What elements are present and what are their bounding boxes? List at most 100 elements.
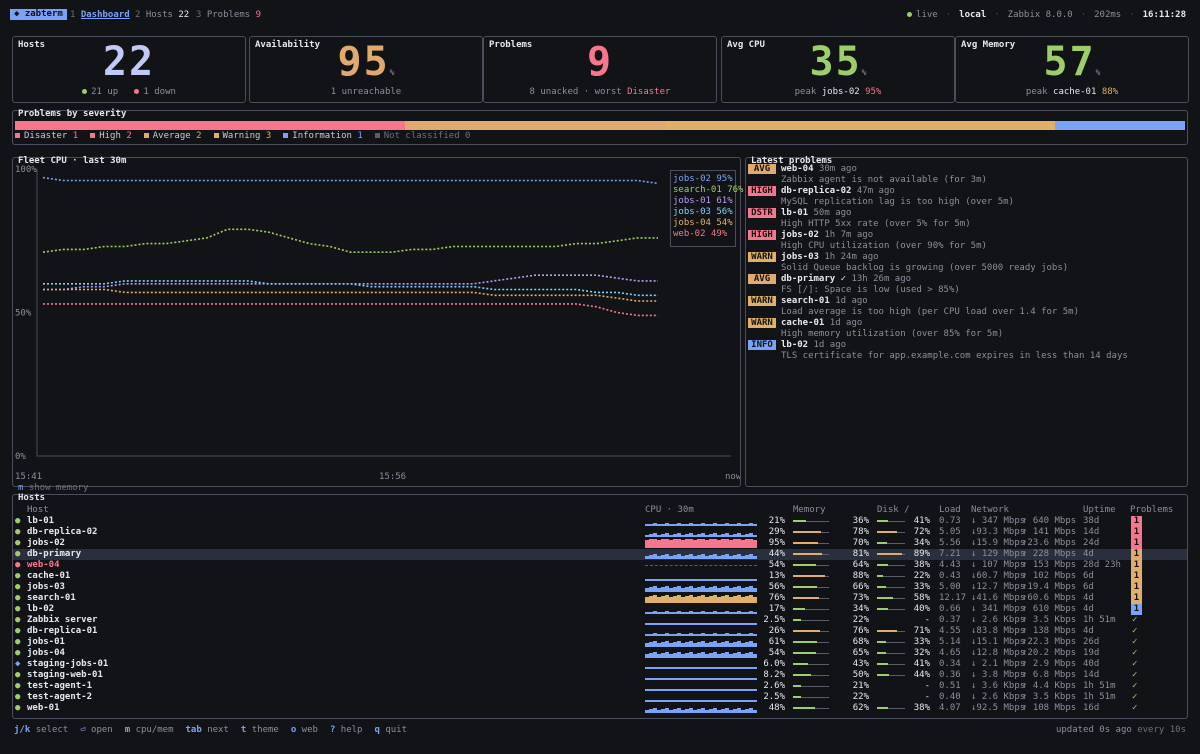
cpu-sparkline	[645, 627, 757, 636]
col-memory[interactable]: Memory	[793, 505, 826, 515]
memory-bar-fill	[793, 586, 817, 588]
host-row[interactable]: ● db-replica-02 29% 78% 72% 5.05 ↓93.3 Mbps ↑ 1…	[13, 527, 1187, 538]
status-dot-icon: ●	[15, 703, 21, 713]
show-memory-toggle[interactable]: m show memory	[18, 483, 89, 493]
cpu-spark-bar	[725, 689, 729, 691]
col-disk[interactable]: Disk /	[877, 505, 910, 515]
cpu-spark-bar	[693, 710, 697, 713]
memory-value: 34%	[852, 604, 869, 614]
cpu-spark-bar	[645, 623, 649, 625]
cpu-spark-bar	[701, 611, 705, 614]
tab-label: Problems	[206, 10, 251, 20]
cpu-spark-bar	[681, 556, 685, 559]
status-dot-icon: ●	[15, 560, 21, 570]
load-value: 0.66	[939, 604, 961, 614]
memory-bar	[793, 652, 829, 654]
down-dot-icon	[134, 89, 140, 94]
cpu-spark-bar	[749, 611, 753, 614]
col-cpu[interactable]: CPU · 30m	[645, 505, 694, 515]
tab-dashboard[interactable]: 1 Dashboard	[70, 10, 130, 20]
key-hint-label: cpu/mem	[135, 725, 174, 735]
host-row[interactable]: ◆ staging-jobs-01 6.0% 43% 41% 0.34 ↓ 2.1 Mbps…	[13, 659, 1187, 670]
cpu-spark-bar	[713, 533, 717, 537]
host-row[interactable]: ● test-agent-1 2.6% 21% -0.51 ↓ 3.6 Kbps ↑ 4.4…	[13, 681, 1187, 692]
host-row[interactable]: ● db-replica-01 26% 76% 71% 4.55 ↓83.8 Mbps ↑ 1…	[13, 626, 1187, 637]
uptime: 1h 51m	[1083, 692, 1116, 702]
cpu-spark-bar	[737, 623, 741, 625]
cpu-spark-bar	[733, 612, 737, 614]
cpu-spark-bar	[721, 524, 725, 526]
cpu-spark-bar	[713, 700, 717, 702]
memory-bar-fill	[793, 707, 816, 709]
cpu-spark-bar	[725, 611, 729, 614]
cpu-spark-bar	[709, 700, 713, 702]
col-uptime[interactable]: Uptime	[1083, 505, 1116, 515]
col-problems[interactable]: Problems	[1130, 505, 1174, 515]
cpu-spark-bar	[729, 597, 733, 603]
cpu-spark-bar	[669, 597, 673, 603]
cpu-sparkline	[645, 704, 757, 713]
cpu-spark-bar	[669, 710, 673, 713]
cpu-sparkline	[645, 649, 757, 658]
cpu-spark-bar	[745, 555, 749, 559]
host-row[interactable]: ● jobs-02 95% 70% 34% 5.56 ↓15.9 Mbps ↑23.6 Mbp…	[13, 538, 1187, 549]
tab-hosts[interactable]: 2 Hosts 22	[135, 10, 189, 20]
col-host[interactable]: Host	[27, 505, 49, 515]
cpu-spark-bar	[657, 588, 661, 592]
card-avg-memory: Avg Memory 57% peak cache-01 88%	[955, 36, 1189, 103]
cpu-spark-bar	[665, 652, 669, 658]
cpu-spark-bar	[677, 539, 681, 548]
cpu-spark-bar	[713, 689, 717, 691]
cpu-spark-bar	[645, 700, 649, 702]
host-row[interactable]: ● lb-02 17% 34% 40% 0.66 ↓ 341 Mbps ↑ 610 Mbps 4…	[13, 604, 1187, 615]
host-row[interactable]: ● jobs-01 61% 68% 33% 5.14 ↓15.1 Mbps ↑22.3 Mbp…	[13, 637, 1187, 648]
host-name: jobs-04	[27, 648, 65, 658]
cpu-spark-bar	[741, 540, 745, 548]
host-row[interactable]: ● cache-01 13% 88% 22% 0.43 ↓60.7 Mbps ↑ 102 Mb…	[13, 571, 1187, 582]
net-down: ↓12.7 Mbps	[971, 582, 1026, 592]
cpu-spark-bar	[689, 579, 693, 581]
host-row[interactable]: ● search-01 76% 73% 58% 12.17 ↓41.6 Mbps ↑60.6 …	[13, 593, 1187, 604]
cpu-spark-bar	[729, 540, 733, 548]
cpu-spark-bar	[745, 700, 749, 702]
cpu-spark-bar	[677, 533, 681, 537]
disk-bar	[877, 608, 905, 610]
cpu-spark-bar	[649, 555, 653, 559]
cpu-spark-bar	[649, 612, 653, 614]
memory-bar	[793, 553, 829, 555]
cpu-spark-bar	[745, 534, 749, 537]
cpu-spark-bar	[745, 623, 749, 625]
host-row[interactable]: ● web-04 54% 64% 38% 4.43 ↓ 107 Mbps ↑ 153 Mbps…	[13, 560, 1187, 571]
host-row[interactable]: ● jobs-04 54% 65% 32% 4.65 ↓12.8 Mbps ↑20.2 Mbp…	[13, 648, 1187, 659]
net-up: ↑22.3 Mbps	[1022, 637, 1077, 647]
col-load[interactable]: Load	[939, 505, 961, 515]
legend-series-value: 95%	[716, 174, 733, 184]
cpu-spark-bar	[705, 612, 709, 614]
host-row[interactable]: ● db-primary 44% 81% 89% 7.21 ↓ 129 Mbps ↑ 228 …	[13, 549, 1187, 560]
host-row[interactable]: ● test-agent-2 2.5% 22% -0.40 ↓ 2.6 Kbps ↑ 3.5…	[13, 692, 1187, 703]
card-title: Availability	[255, 40, 321, 50]
cpu-spark-bar	[645, 524, 649, 526]
cpu-spark-bar	[665, 700, 669, 702]
cpu-spark-bar	[685, 555, 689, 559]
host-row[interactable]: ● staging-web-01 8.2% 50% 44% 0.36 ↓ 3.8 Mbps ↑…	[13, 670, 1187, 681]
problem-description: FS [/]: Space is low (used > 85%)	[781, 285, 960, 295]
problem-host: search-01	[781, 296, 830, 306]
cpu-spark-bar	[709, 623, 713, 625]
host-row[interactable]: ● lb-01 21% 36% 41% 0.73 ↓ 347 Mbps ↑ 640 Mbps 3…	[13, 516, 1187, 527]
col-network[interactable]: Network	[971, 505, 1009, 515]
host-row[interactable]: ● web-01 48% 62% 38% 4.07 ↓92.5 Mbps ↑ 108 Mbps…	[13, 703, 1187, 714]
tab-problems[interactable]: 3 Problems 9	[196, 10, 261, 20]
cpu-spark-bar	[689, 667, 693, 669]
legend-series-name: jobs-03	[673, 206, 711, 217]
cpu-no-data	[645, 565, 757, 566]
net-down: ↓15.9 Mbps	[971, 538, 1026, 548]
ok-check-icon: ✓	[1132, 670, 1138, 680]
problem-host-line: web-04 30m ago	[781, 164, 857, 174]
host-row[interactable]: ● Zabbix server 2.5% 22% -0.37 ↓ 2.6 Kbps ↑ 3.…	[13, 615, 1187, 626]
cpu-spark-bar	[665, 595, 669, 603]
cpu-value: 48%	[768, 703, 785, 713]
cpu-spark-bar	[721, 678, 725, 680]
host-row[interactable]: ● jobs-03 56% 66% 33% 5.00 ↓12.7 Mbps ↑19.4 Mbp…	[13, 582, 1187, 593]
memory-value: 65%	[852, 648, 869, 658]
